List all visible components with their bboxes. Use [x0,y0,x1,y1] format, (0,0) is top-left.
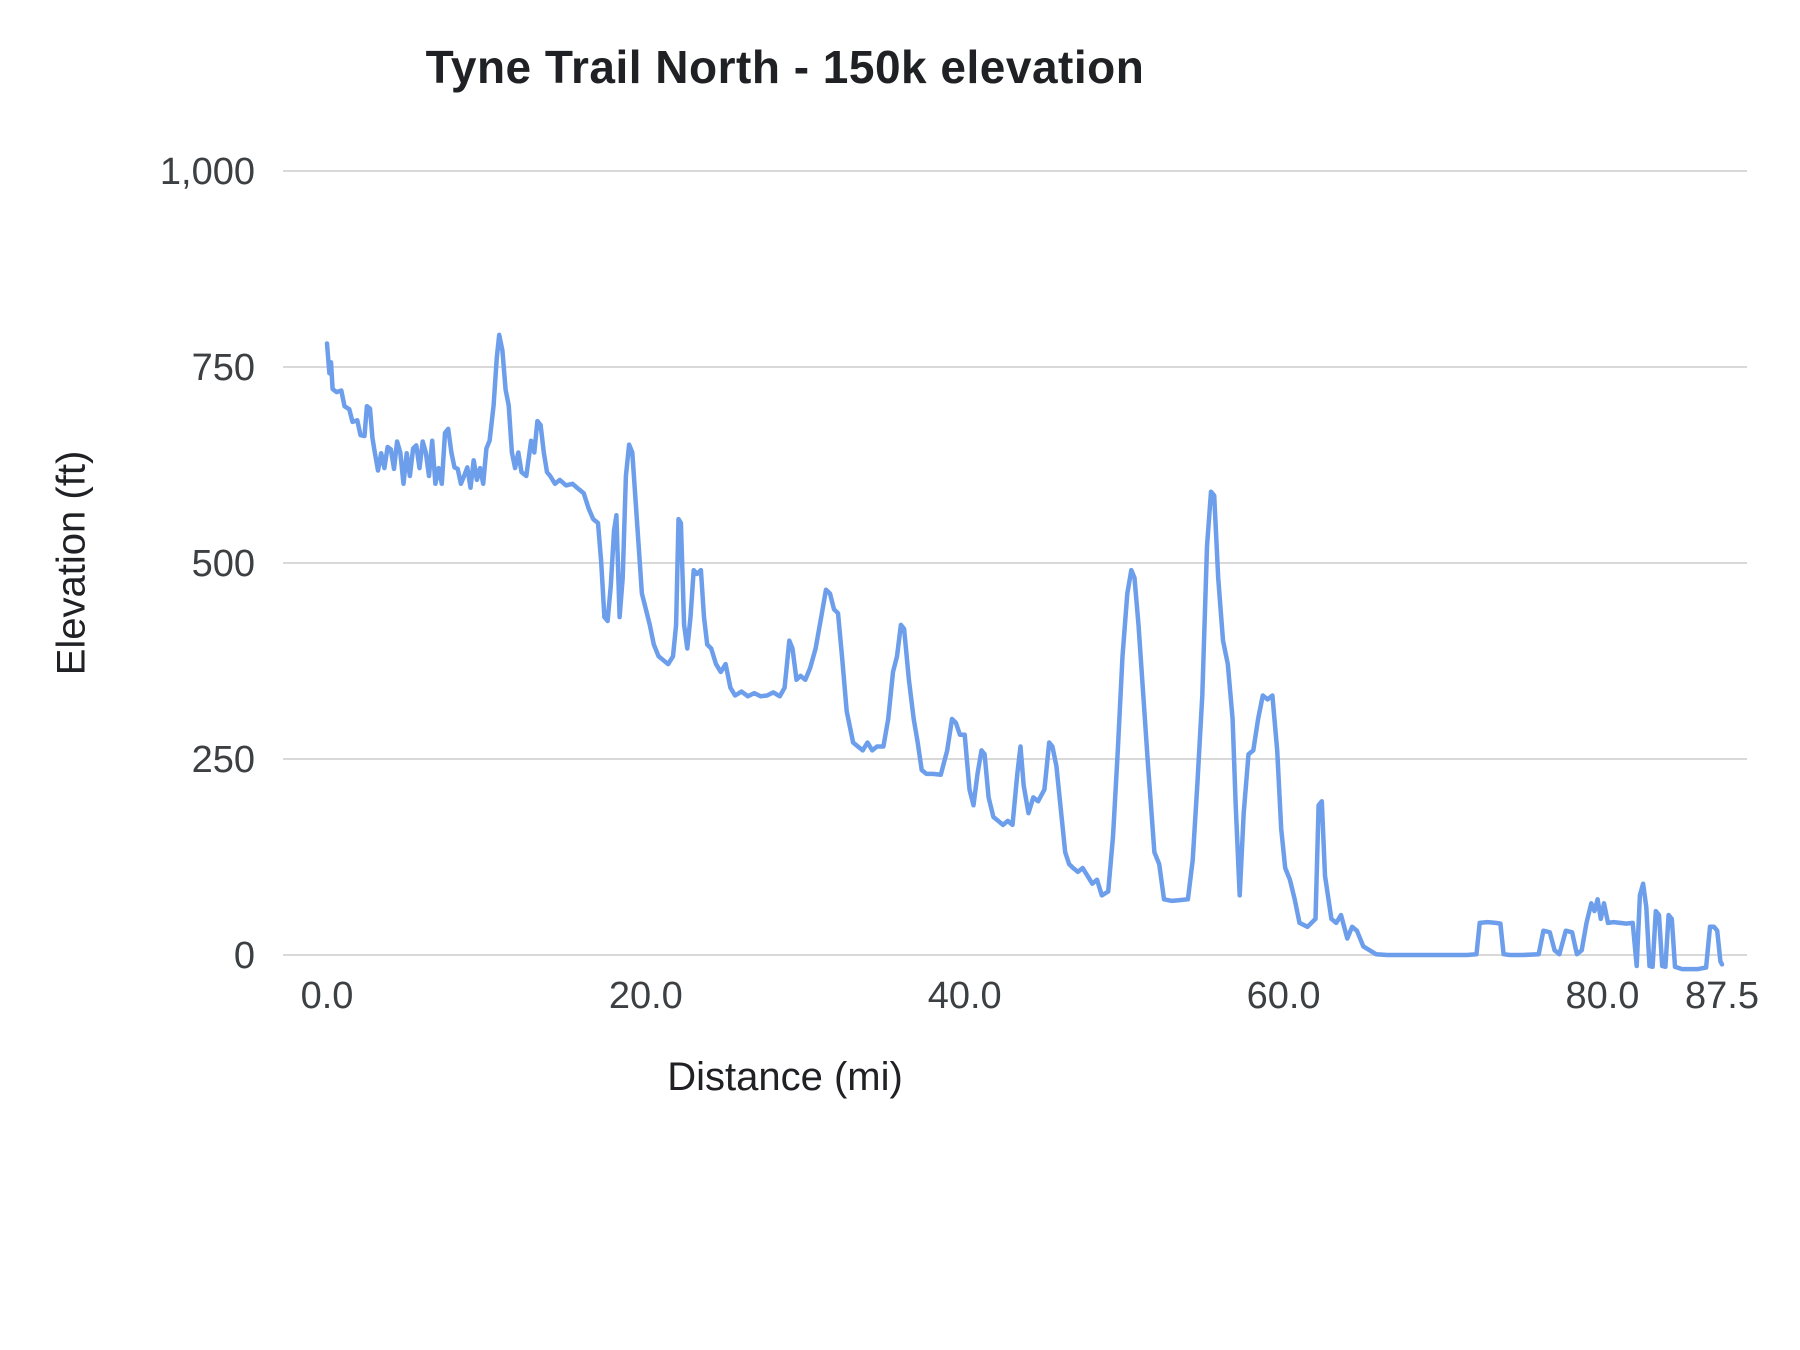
y-tick-label: 0 [234,935,255,977]
x-axis-title: Distance (mi) [667,1055,903,1099]
x-tick-label: 60.0 [1247,975,1321,1017]
x-tick-labels: 0.0 20.0 40.0 60.0 80.0 87.5 [301,975,1759,1017]
series-lines [324,332,1725,972]
y-tick-label: 1,000 [160,151,255,193]
y-tick-label: 750 [192,347,255,389]
x-tick-label: 80.0 [1565,975,1639,1017]
y-tick-label: 250 [192,739,255,781]
y-tick-labels: 0 250 500 750 1,000 [160,151,255,977]
x-tick-label: 87.5 [1685,975,1759,1017]
y-tick-label: 500 [192,543,255,585]
x-tick-label: 0.0 [301,975,354,1017]
gridlines [283,170,1747,956]
x-tick-label: 40.0 [928,975,1002,1017]
elevation-line [324,332,1725,972]
x-tick-label: 20.0 [609,975,683,1017]
chart-title: Tyne Trail North - 150k elevation [425,41,1145,93]
